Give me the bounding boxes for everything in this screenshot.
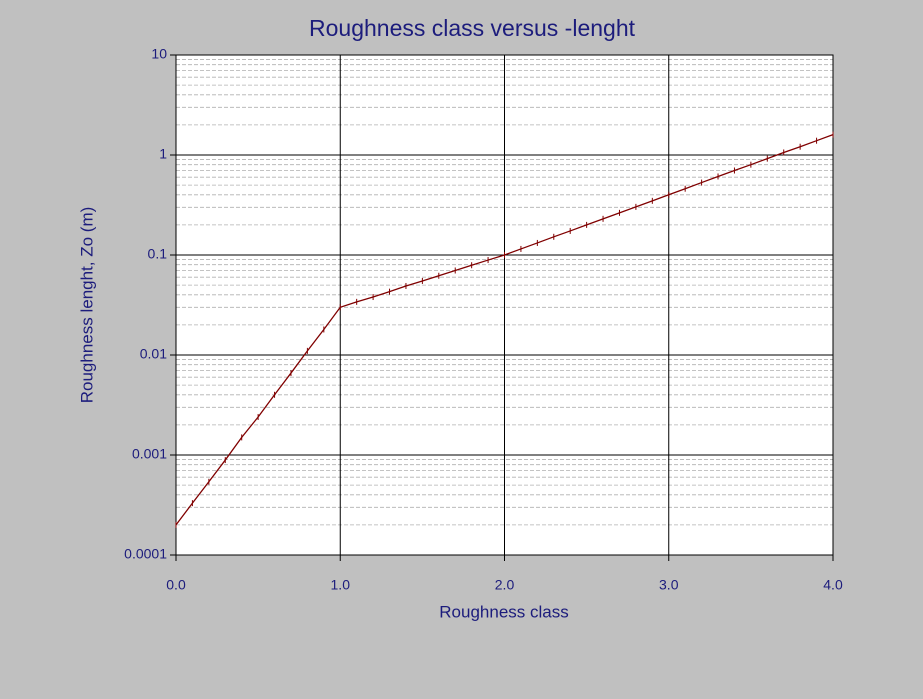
chart-title: Roughness class versus -lenght [309, 15, 636, 41]
y-tick-label: 0.01 [140, 346, 167, 362]
y-tick-label: 0.001 [132, 446, 167, 462]
y-tick-label: 10 [151, 46, 167, 62]
y-tick-label: 0.0001 [124, 546, 167, 562]
y-axis-label: Roughness lenght, Zo (m) [77, 207, 96, 404]
x-tick-label: 1.0 [331, 577, 351, 593]
x-tick-label: 3.0 [659, 577, 679, 593]
x-tick-label: 4.0 [823, 577, 843, 593]
y-tick-label: 0.1 [148, 246, 168, 262]
x-tick-label: 2.0 [495, 577, 515, 593]
x-tick-label: 0.0 [166, 577, 186, 593]
x-axis-label: Roughness class [439, 602, 568, 621]
plot-frame [175, 54, 834, 556]
y-tick-label: 1 [159, 146, 167, 162]
